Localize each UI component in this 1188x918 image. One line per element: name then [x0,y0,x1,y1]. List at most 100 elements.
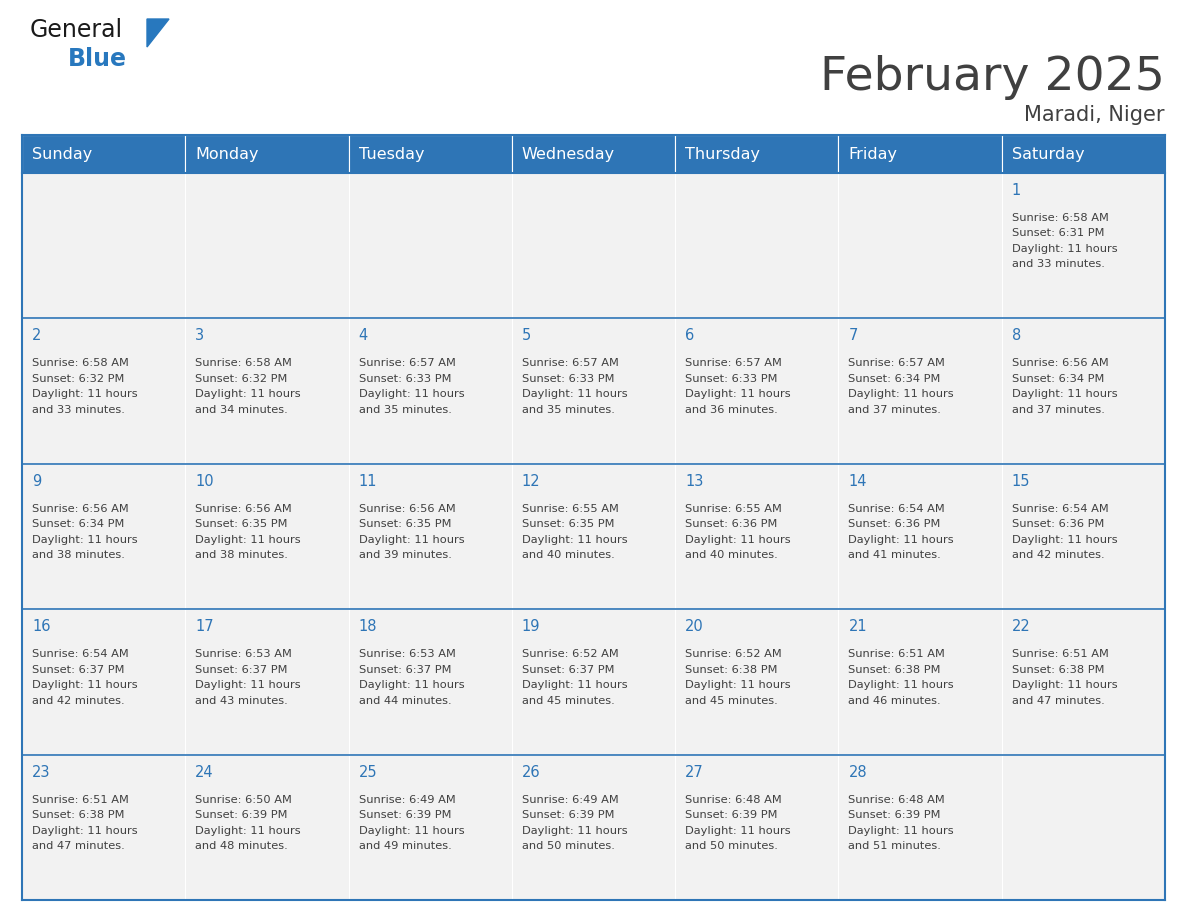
Text: Sunrise: 6:54 AM: Sunrise: 6:54 AM [848,504,946,514]
Text: Sunday: Sunday [32,147,93,162]
Text: Daylight: 11 hours: Daylight: 11 hours [848,389,954,399]
Bar [512,135,675,173]
Bar [839,173,1001,319]
Text: Saturday: Saturday [1012,147,1085,162]
Text: Sunset: 6:33 PM: Sunset: 6:33 PM [359,374,451,384]
Text: Sunrise: 6:54 AM: Sunrise: 6:54 AM [1012,504,1108,514]
Text: Sunrise: 6:57 AM: Sunrise: 6:57 AM [359,358,455,368]
Text: Daylight: 11 hours: Daylight: 11 hours [195,389,301,399]
Bar [1001,610,1165,755]
Text: and 35 minutes.: and 35 minutes. [522,405,614,415]
Text: Sunset: 6:33 PM: Sunset: 6:33 PM [522,374,614,384]
Text: and 45 minutes.: and 45 minutes. [522,696,614,706]
Text: Sunset: 6:36 PM: Sunset: 6:36 PM [685,520,777,530]
Text: Daylight: 11 hours: Daylight: 11 hours [359,535,465,544]
Text: and 40 minutes.: and 40 minutes. [522,550,614,560]
Bar [675,464,839,610]
Bar [512,610,675,755]
Text: Daylight: 11 hours: Daylight: 11 hours [359,825,465,835]
Text: Sunrise: 6:57 AM: Sunrise: 6:57 AM [848,358,946,368]
Text: Sunrise: 6:58 AM: Sunrise: 6:58 AM [1012,213,1108,223]
Bar [512,319,675,464]
Text: Tuesday: Tuesday [359,147,424,162]
Text: Sunset: 6:34 PM: Sunset: 6:34 PM [1012,374,1104,384]
Bar [839,135,1001,173]
Bar [348,755,512,900]
Text: Sunrise: 6:51 AM: Sunrise: 6:51 AM [848,649,946,659]
Text: Daylight: 11 hours: Daylight: 11 hours [685,825,791,835]
Text: Sunrise: 6:57 AM: Sunrise: 6:57 AM [522,358,619,368]
Text: 25: 25 [359,765,378,779]
Text: and 42 minutes.: and 42 minutes. [1012,550,1105,560]
Bar [512,755,675,900]
Bar [185,464,348,610]
Text: Daylight: 11 hours: Daylight: 11 hours [32,680,138,690]
Text: Daylight: 11 hours: Daylight: 11 hours [848,535,954,544]
Text: 15: 15 [1012,474,1030,488]
Text: and 51 minutes.: and 51 minutes. [848,841,941,851]
Text: Wednesday: Wednesday [522,147,615,162]
Text: Sunset: 6:37 PM: Sunset: 6:37 PM [359,665,451,675]
Text: Daylight: 11 hours: Daylight: 11 hours [522,825,627,835]
Text: Sunrise: 6:52 AM: Sunrise: 6:52 AM [522,649,619,659]
Text: Sunrise: 6:56 AM: Sunrise: 6:56 AM [359,504,455,514]
Text: Sunrise: 6:55 AM: Sunrise: 6:55 AM [685,504,782,514]
Text: Sunset: 6:39 PM: Sunset: 6:39 PM [685,810,778,820]
Text: Sunset: 6:37 PM: Sunset: 6:37 PM [522,665,614,675]
Text: 26: 26 [522,765,541,779]
Text: Sunrise: 6:48 AM: Sunrise: 6:48 AM [848,795,946,804]
Text: 24: 24 [195,765,214,779]
Text: Sunset: 6:36 PM: Sunset: 6:36 PM [848,520,941,530]
Text: and 45 minutes.: and 45 minutes. [685,696,778,706]
Text: Sunset: 6:39 PM: Sunset: 6:39 PM [195,810,287,820]
Text: Daylight: 11 hours: Daylight: 11 hours [848,680,954,690]
Bar [839,755,1001,900]
Text: and 33 minutes.: and 33 minutes. [32,405,125,415]
Text: and 39 minutes.: and 39 minutes. [359,550,451,560]
Text: and 35 minutes.: and 35 minutes. [359,405,451,415]
Text: Sunrise: 6:49 AM: Sunrise: 6:49 AM [359,795,455,804]
Text: Sunrise: 6:54 AM: Sunrise: 6:54 AM [32,649,128,659]
Bar [1001,755,1165,900]
Text: 28: 28 [848,765,867,779]
Text: Daylight: 11 hours: Daylight: 11 hours [1012,680,1118,690]
Bar [23,319,185,464]
Text: 18: 18 [359,620,377,634]
Text: Daylight: 11 hours: Daylight: 11 hours [195,825,301,835]
Text: 23: 23 [32,765,51,779]
Text: 21: 21 [848,620,867,634]
Text: Sunrise: 6:51 AM: Sunrise: 6:51 AM [1012,649,1108,659]
Text: Sunset: 6:38 PM: Sunset: 6:38 PM [1012,665,1104,675]
Bar [185,319,348,464]
Text: Sunset: 6:32 PM: Sunset: 6:32 PM [195,374,287,384]
Text: Sunrise: 6:56 AM: Sunrise: 6:56 AM [32,504,128,514]
Text: Daylight: 11 hours: Daylight: 11 hours [522,535,627,544]
Text: and 50 minutes.: and 50 minutes. [685,841,778,851]
Text: Sunset: 6:35 PM: Sunset: 6:35 PM [522,520,614,530]
Text: Daylight: 11 hours: Daylight: 11 hours [1012,535,1118,544]
Text: and 33 minutes.: and 33 minutes. [1012,260,1105,270]
Text: Friday: Friday [848,147,897,162]
Bar [348,464,512,610]
Bar [348,173,512,319]
Bar [1001,319,1165,464]
Text: Sunset: 6:38 PM: Sunset: 6:38 PM [848,665,941,675]
Bar [185,173,348,319]
Text: Sunset: 6:36 PM: Sunset: 6:36 PM [1012,520,1104,530]
Text: 5: 5 [522,329,531,343]
Text: Sunset: 6:35 PM: Sunset: 6:35 PM [195,520,287,530]
Text: Daylight: 11 hours: Daylight: 11 hours [1012,389,1118,399]
Bar [675,173,839,319]
Text: Daylight: 11 hours: Daylight: 11 hours [32,389,138,399]
Text: 2: 2 [32,329,42,343]
Text: and 47 minutes.: and 47 minutes. [32,841,125,851]
Text: Sunset: 6:32 PM: Sunset: 6:32 PM [32,374,125,384]
Text: and 41 minutes.: and 41 minutes. [848,550,941,560]
Text: Sunset: 6:34 PM: Sunset: 6:34 PM [848,374,941,384]
Text: Sunrise: 6:56 AM: Sunrise: 6:56 AM [1012,358,1108,368]
Text: Daylight: 11 hours: Daylight: 11 hours [685,389,791,399]
Text: February 2025: February 2025 [820,55,1165,100]
Bar [839,319,1001,464]
Text: 10: 10 [195,474,214,488]
Text: 8: 8 [1012,329,1020,343]
